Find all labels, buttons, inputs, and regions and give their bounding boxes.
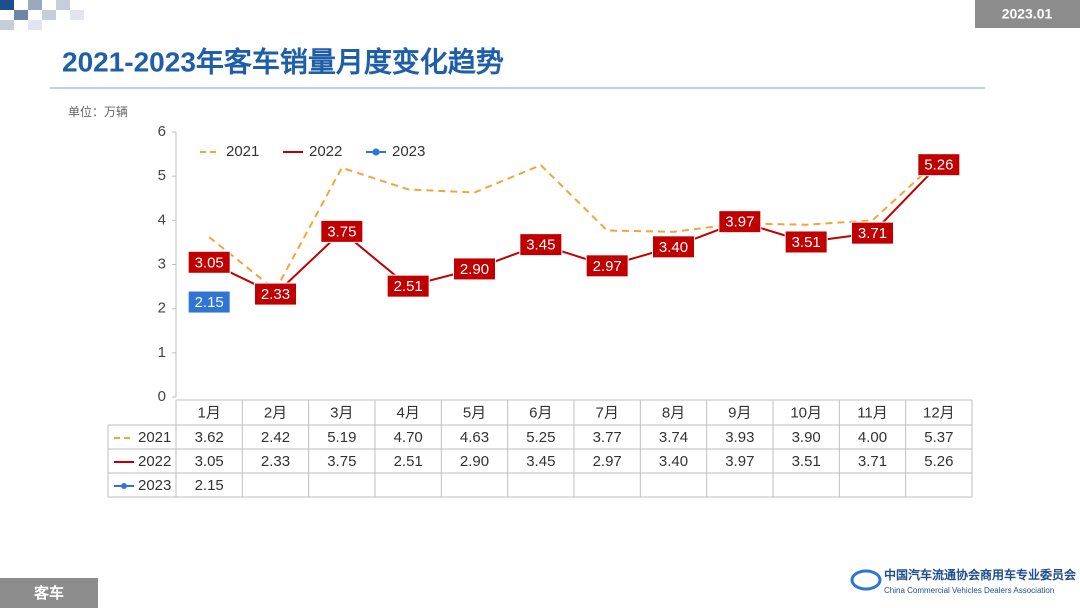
data-label: 2.15 <box>195 294 224 311</box>
table-cell: 5.25 <box>526 429 555 446</box>
table-cell: 4.63 <box>460 429 489 446</box>
y-tick-label: 2 <box>158 300 166 317</box>
unit-label: 单位：万辆 <box>68 104 128 119</box>
table-row-label: 2023 <box>138 477 171 494</box>
badge-bg <box>975 0 1080 28</box>
corner-pattern <box>0 0 84 30</box>
data-label-box <box>917 153 961 177</box>
table-cell: 3.40 <box>659 453 688 470</box>
x-tick-label: 12月 <box>923 404 955 421</box>
data-label: 3.97 <box>725 214 754 231</box>
series-line <box>208 163 940 296</box>
data-label-box <box>320 219 364 243</box>
data-label: 3.75 <box>327 223 356 240</box>
data-label-box <box>784 230 828 254</box>
table-cell: 3.45 <box>526 453 555 470</box>
data-label-box <box>652 235 695 259</box>
x-tick-label: 7月 <box>595 404 618 421</box>
data-label: 2.33 <box>261 286 290 303</box>
org-en: China Commercial Vehicles Dealers Associ… <box>884 586 1054 595</box>
org-cn: 中国汽车流通协会商用车专业委员会 <box>884 567 1077 582</box>
data-label: 3.51 <box>792 234 821 251</box>
data-label-box <box>187 250 231 274</box>
data-label: 3.40 <box>659 239 688 256</box>
table-cell: 2.15 <box>195 477 224 494</box>
x-tick-label: 4月 <box>396 404 419 421</box>
table-cell: 3.62 <box>195 429 224 446</box>
x-tick-label: 8月 <box>662 404 685 421</box>
chart-title: 2021-2023年客车销量月度变化趋势 <box>62 45 504 77</box>
data-label-box <box>585 254 629 278</box>
data-label: 5.26 <box>924 157 953 174</box>
data-label: 3.71 <box>858 225 887 242</box>
x-tick-label: 5月 <box>463 404 486 421</box>
x-tick-label: 1月 <box>197 404 220 421</box>
y-tick-label: 1 <box>158 344 166 361</box>
y-tick-label: 4 <box>158 211 166 228</box>
table-cell: 3.77 <box>593 429 622 446</box>
y-tick-label: 3 <box>158 255 166 272</box>
y-tick-label: 0 <box>158 388 166 405</box>
y-tick-label: 6 <box>158 123 166 140</box>
table-cell: 3.90 <box>792 429 821 446</box>
table-cell: 5.37 <box>924 429 953 446</box>
table-cell: 3.71 <box>858 453 887 470</box>
table-cell: 3.93 <box>725 429 754 446</box>
table-cell: 2.42 <box>261 429 290 446</box>
x-tick-label: 10月 <box>790 404 822 421</box>
x-tick-label: 3月 <box>330 404 353 421</box>
table-row-label: 2022 <box>138 453 171 470</box>
data-label: 2.90 <box>460 261 489 278</box>
table-cell: 2.90 <box>460 453 489 470</box>
data-label: 2.51 <box>394 278 423 295</box>
data-label: 2.97 <box>593 258 622 275</box>
chart: 0 1 2 3 4 5 6 3.05 2.33 3.75 2.51 2.90 3.45 2.97 3.40 3… <box>107 123 973 498</box>
data-label-box <box>254 282 297 306</box>
data-label-box <box>851 221 894 245</box>
table-cell: 2.33 <box>261 453 290 470</box>
table-marker <box>121 483 127 489</box>
y-tick-label: 5 <box>158 167 166 184</box>
table-cell: 3.05 <box>195 453 224 470</box>
table-cell: 2.51 <box>394 453 423 470</box>
section-label: 客车 <box>33 584 64 602</box>
x-tick-label: 6月 <box>529 404 552 421</box>
table-cell: 3.51 <box>792 453 821 470</box>
table-cell: 5.19 <box>327 429 356 446</box>
table-cell: 5.26 <box>924 453 953 470</box>
table-cell: 2.97 <box>593 453 622 470</box>
data-label: 3.45 <box>526 237 555 254</box>
legend-label: 2023 <box>392 143 425 160</box>
table-cell: 4.00 <box>858 429 887 446</box>
footer-bg <box>0 578 98 608</box>
data-label-box <box>519 233 563 257</box>
data-label-box <box>187 290 231 314</box>
logo-mark <box>850 569 882 591</box>
table-cell: 3.75 <box>327 453 356 470</box>
data-label-box <box>386 274 430 298</box>
data-label-box <box>718 210 762 234</box>
data-label: 3.05 <box>195 254 224 271</box>
table-row-label: 2021 <box>138 429 171 446</box>
legend-label: 2022 <box>309 143 342 160</box>
data-label-box <box>453 257 496 281</box>
x-tick-label: 2月 <box>264 404 287 421</box>
badge: 2023.01 <box>1002 6 1053 22</box>
series-line <box>208 159 940 292</box>
table-cell: 4.70 <box>394 429 423 446</box>
x-tick-label: 9月 <box>728 404 751 421</box>
legend-label: 2021 <box>226 143 259 160</box>
table-cell: 3.74 <box>659 429 688 446</box>
x-tick-label: 11月 <box>857 404 888 421</box>
table-cell: 3.97 <box>725 453 754 470</box>
